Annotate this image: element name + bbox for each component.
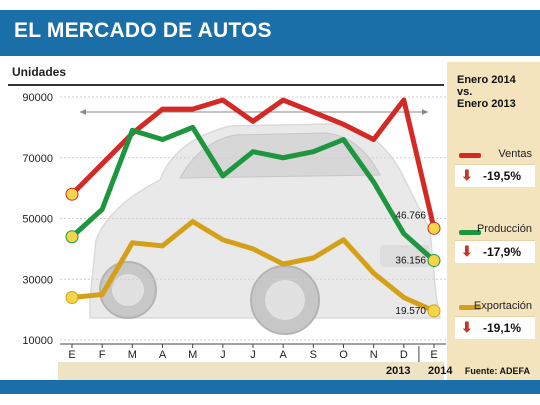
- y-tick-label: 90000: [22, 92, 53, 104]
- down-arrow-icon: ⬇: [461, 319, 473, 335]
- x-tick-label: J: [220, 349, 226, 361]
- end-value-label: 36.156: [395, 256, 426, 267]
- year-band-2013: [58, 362, 444, 380]
- endpoint-marker: [65, 187, 79, 201]
- endpoint-marker: [427, 254, 441, 268]
- legend-pct-produccion: -17,9%: [483, 245, 522, 259]
- down-arrow-icon: ⬇: [461, 243, 473, 259]
- legend-swatch-produccion: [459, 230, 481, 235]
- x-tick-label: M: [128, 349, 137, 361]
- legend-change-ventas: ⬇ -19,5%: [455, 164, 535, 187]
- divider: [8, 84, 444, 86]
- y-axis-label: Unidades: [12, 65, 67, 79]
- legend-panel: Enero 2014 vs. Enero 2013 Ventas ⬇ -19,5…: [447, 62, 540, 362]
- year-2013: 2013: [386, 365, 411, 377]
- y-tick-label: 70000: [22, 153, 53, 165]
- end-value-label: 46.766: [395, 210, 426, 221]
- legend-pct-ventas: -19,5%: [483, 169, 522, 183]
- x-tick-label: S: [310, 349, 317, 361]
- page-title: EL MERCADO DE AUTOS: [14, 19, 272, 42]
- legend-swatch-ventas: [459, 153, 481, 158]
- legend-title: Enero 2014 vs. Enero 2013: [457, 74, 539, 110]
- source-note: Fuente: ADEFA: [464, 366, 530, 376]
- header-banner: EL MERCADO DE AUTOS: [0, 10, 540, 56]
- y-tick-label: 30000: [22, 274, 53, 286]
- legend-label-exportacion: Exportación: [473, 300, 532, 312]
- x-tick-label: J: [250, 349, 256, 361]
- y-tick-label: 10000: [22, 335, 53, 347]
- legend-change-produccion: ⬇ -17,9%: [455, 240, 535, 263]
- down-arrow-icon: ⬇: [461, 167, 473, 183]
- x-tick-label: D: [400, 349, 408, 361]
- end-value-label: 19.570: [395, 306, 426, 317]
- x-tick-label: E: [430, 349, 437, 361]
- endpoint-marker: [65, 230, 79, 244]
- x-tick-label: F: [99, 349, 106, 361]
- x-tick-label: O: [339, 349, 348, 361]
- year-2014: 2014: [428, 365, 453, 377]
- legend-swatch-exportacion: [459, 305, 481, 310]
- endpoint-marker: [65, 290, 79, 304]
- legend-title-line: vs.: [457, 86, 473, 98]
- year-band-2014: [447, 362, 540, 380]
- series-line-2: [69, 219, 437, 314]
- x-tick-label: E: [68, 349, 75, 361]
- legend-title-line: Enero 2013: [457, 98, 516, 110]
- x-tick-label: A: [159, 349, 167, 361]
- legend-change-exportacion: ⬇ -19,1%: [455, 316, 535, 339]
- footer-bar: [0, 380, 540, 394]
- period-arrow-head: [422, 109, 428, 115]
- x-tick-label: M: [188, 349, 197, 361]
- y-tick-label: 50000: [22, 214, 53, 226]
- legend-title-line: Enero 2014: [457, 74, 516, 86]
- legend-label-ventas: Ventas: [498, 148, 532, 160]
- series-line-1: [69, 124, 437, 264]
- x-tick-label: N: [370, 349, 378, 361]
- endpoint-marker: [427, 304, 441, 318]
- x-tick-label: A: [279, 349, 287, 361]
- period-arrow-head: [80, 109, 86, 115]
- legend-label-produccion: Producción: [476, 223, 532, 235]
- year-row: 2013 2014 Fuente: ADEFA: [0, 362, 540, 380]
- endpoint-marker: [427, 221, 441, 235]
- legend-pct-exportacion: -19,1%: [483, 321, 522, 335]
